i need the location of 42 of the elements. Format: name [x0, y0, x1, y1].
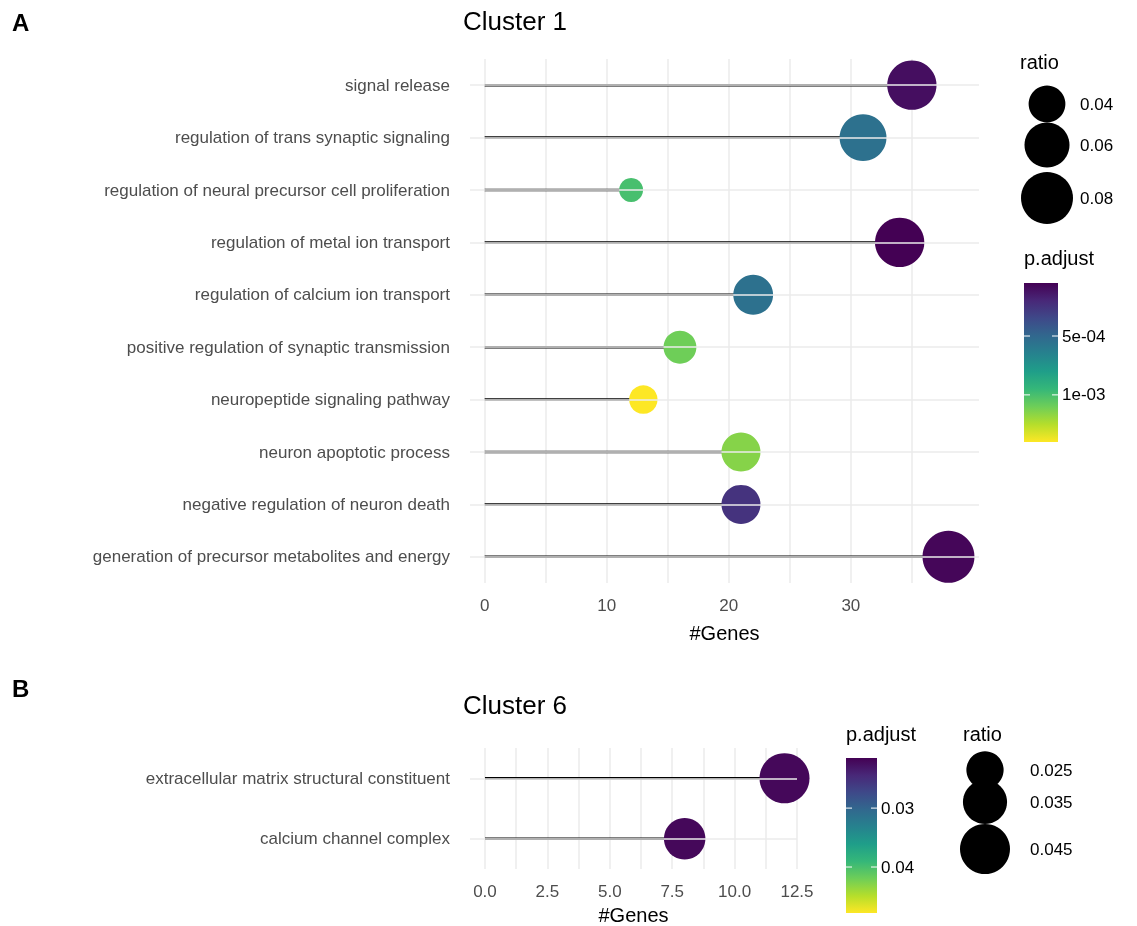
y-tick-label: positive regulation of synaptic transmission: [126, 337, 450, 357]
text: A: [12, 8, 30, 36]
legend-title: ratio: [963, 723, 1002, 745]
x-tick-label: 0: [479, 596, 490, 615]
color-bar-label: 1e-03: [1062, 385, 1106, 405]
legend-title: ratio: [1020, 51, 1059, 73]
y-tick-label: generation of precursor metabolites and energy: [92, 547, 451, 567]
x-tick-label: 20: [719, 596, 739, 615]
legend-label: 0.06: [1080, 135, 1114, 155]
legend-label: 0.04: [1080, 94, 1114, 114]
legend-label: 0.08: [1080, 188, 1114, 208]
color-bar-title: p.adjust: [1024, 247, 1095, 269]
x-tick-label: 30: [841, 596, 861, 615]
x-axis-title: #Genes: [598, 904, 669, 926]
x-tick-label: 0.0: [473, 882, 497, 901]
y-tick-label: neuron apoptotic process: [259, 442, 450, 462]
x-tick-label: 10.0: [718, 882, 752, 901]
x-axis-title: #Genes: [689, 622, 760, 644]
legend-label: 0.025: [1030, 760, 1073, 780]
legend-label: 0.035: [1030, 792, 1073, 812]
y-tick-label: regulation of neural precursor cell proliferation: [104, 180, 450, 200]
legend-label: 0.045: [1030, 839, 1073, 859]
y-tick-label: calcium channel complex: [260, 829, 451, 849]
x-tick-label: 5.0: [597, 882, 622, 901]
y-tick-label: regulation of trans synaptic signaling: [175, 128, 450, 148]
color-bar-title: p.adjust: [846, 723, 917, 745]
chart-title: Cluster 6: [463, 690, 568, 720]
y-tick-label: neuropeptide signaling pathway: [210, 390, 451, 410]
x-tick-label: 12.5: [780, 882, 814, 901]
y-tick-label: signal release: [345, 75, 450, 95]
y-tick-label: regulation of metal ion transport: [210, 232, 451, 252]
chart-title: Cluster 1: [463, 6, 568, 36]
color-bar-label: 0.04: [881, 857, 915, 877]
x-tick-label: 2.5: [535, 882, 560, 901]
y-tick-label: negative regulation of neuron death: [182, 494, 450, 514]
x-tick-label: 10: [597, 596, 617, 615]
x-tick-label: 7.5: [660, 882, 685, 901]
text: B: [12, 674, 30, 702]
y-tick-label: extracellular matrix structural constituent: [145, 768, 451, 788]
color-bar-label: 5e-04: [1062, 326, 1106, 346]
y-tick-label: regulation of calcium ion transport: [194, 285, 451, 305]
color-bar-label: 0.03: [881, 798, 915, 818]
